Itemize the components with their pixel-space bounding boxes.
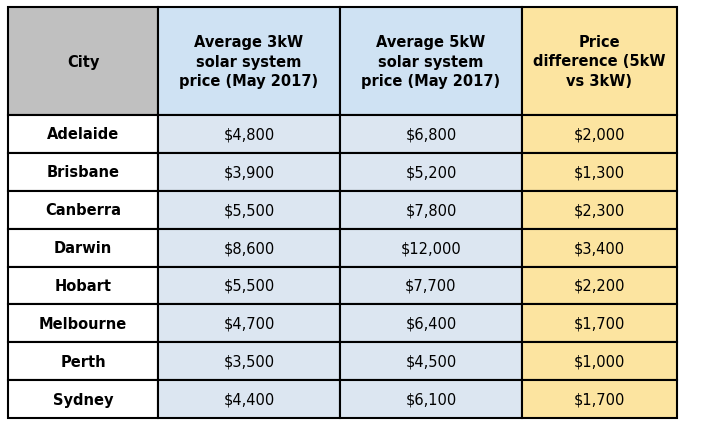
Text: Price
difference (5kW
vs 3kW): Price difference (5kW vs 3kW) [534,35,665,89]
Text: Melbourne: Melbourne [39,316,127,331]
Bar [158,267,340,305]
Text: Hobart: Hobart [55,278,112,293]
Text: Darwin: Darwin [54,241,112,256]
Text: $3,400: $3,400 [574,241,625,256]
Bar [522,191,677,229]
Bar [158,305,340,343]
Text: $5,200: $5,200 [405,165,457,180]
Bar [522,8,677,116]
Bar [340,343,522,380]
Text: Perth: Perth [60,354,106,369]
Bar [340,267,522,305]
Bar [158,343,340,380]
Text: $4,800: $4,800 [223,127,274,142]
Text: Adelaide: Adelaide [47,127,119,142]
Bar [340,191,522,229]
Bar [522,380,677,418]
Bar [8,343,158,380]
Text: $6,100: $6,100 [405,391,456,406]
Text: Brisbane: Brisbane [46,165,119,180]
Text: Average 3kW
solar system
price (May 2017): Average 3kW solar system price (May 2017… [180,35,319,89]
Text: $12,000: $12,000 [401,241,461,256]
Text: $4,700: $4,700 [223,316,274,331]
Text: $4,500: $4,500 [405,354,456,369]
Text: Average 5kW
solar system
price (May 2017): Average 5kW solar system price (May 2017… [362,35,501,89]
Bar [8,116,158,153]
Bar [158,229,340,267]
Text: $3,500: $3,500 [223,354,274,369]
Bar [158,380,340,418]
Bar [522,267,677,305]
Text: Sydney: Sydney [53,391,113,406]
Bar [340,8,522,116]
Text: $1,300: $1,300 [574,165,625,180]
Bar [340,380,522,418]
Bar [522,153,677,191]
Text: $7,700: $7,700 [405,278,457,293]
Text: $5,500: $5,500 [223,203,274,218]
Bar [340,305,522,343]
Bar [522,229,677,267]
Text: $6,400: $6,400 [405,316,456,331]
Text: $2,200: $2,200 [574,278,625,293]
Bar [340,229,522,267]
Text: $1,700: $1,700 [574,391,625,406]
Bar [522,116,677,153]
Bar [522,305,677,343]
Text: $5,500: $5,500 [223,278,274,293]
Bar [158,191,340,229]
Text: $2,300: $2,300 [574,203,625,218]
Text: $1,000: $1,000 [574,354,625,369]
Bar [8,380,158,418]
Text: $6,800: $6,800 [405,127,456,142]
Bar [8,153,158,191]
Bar [158,116,340,153]
Text: City: City [67,55,99,69]
Bar [8,8,158,116]
Bar [8,305,158,343]
Bar [522,343,677,380]
Bar [340,153,522,191]
Bar [8,229,158,267]
Text: $1,700: $1,700 [574,316,625,331]
Bar [340,116,522,153]
Text: $4,400: $4,400 [223,391,274,406]
Bar [8,267,158,305]
Text: $8,600: $8,600 [223,241,274,256]
Bar [158,8,340,116]
Bar [8,191,158,229]
Text: Canberra: Canberra [45,203,121,218]
Bar [158,153,340,191]
Text: $2,000: $2,000 [574,127,625,142]
Text: $7,800: $7,800 [405,203,457,218]
Text: $3,900: $3,900 [223,165,274,180]
